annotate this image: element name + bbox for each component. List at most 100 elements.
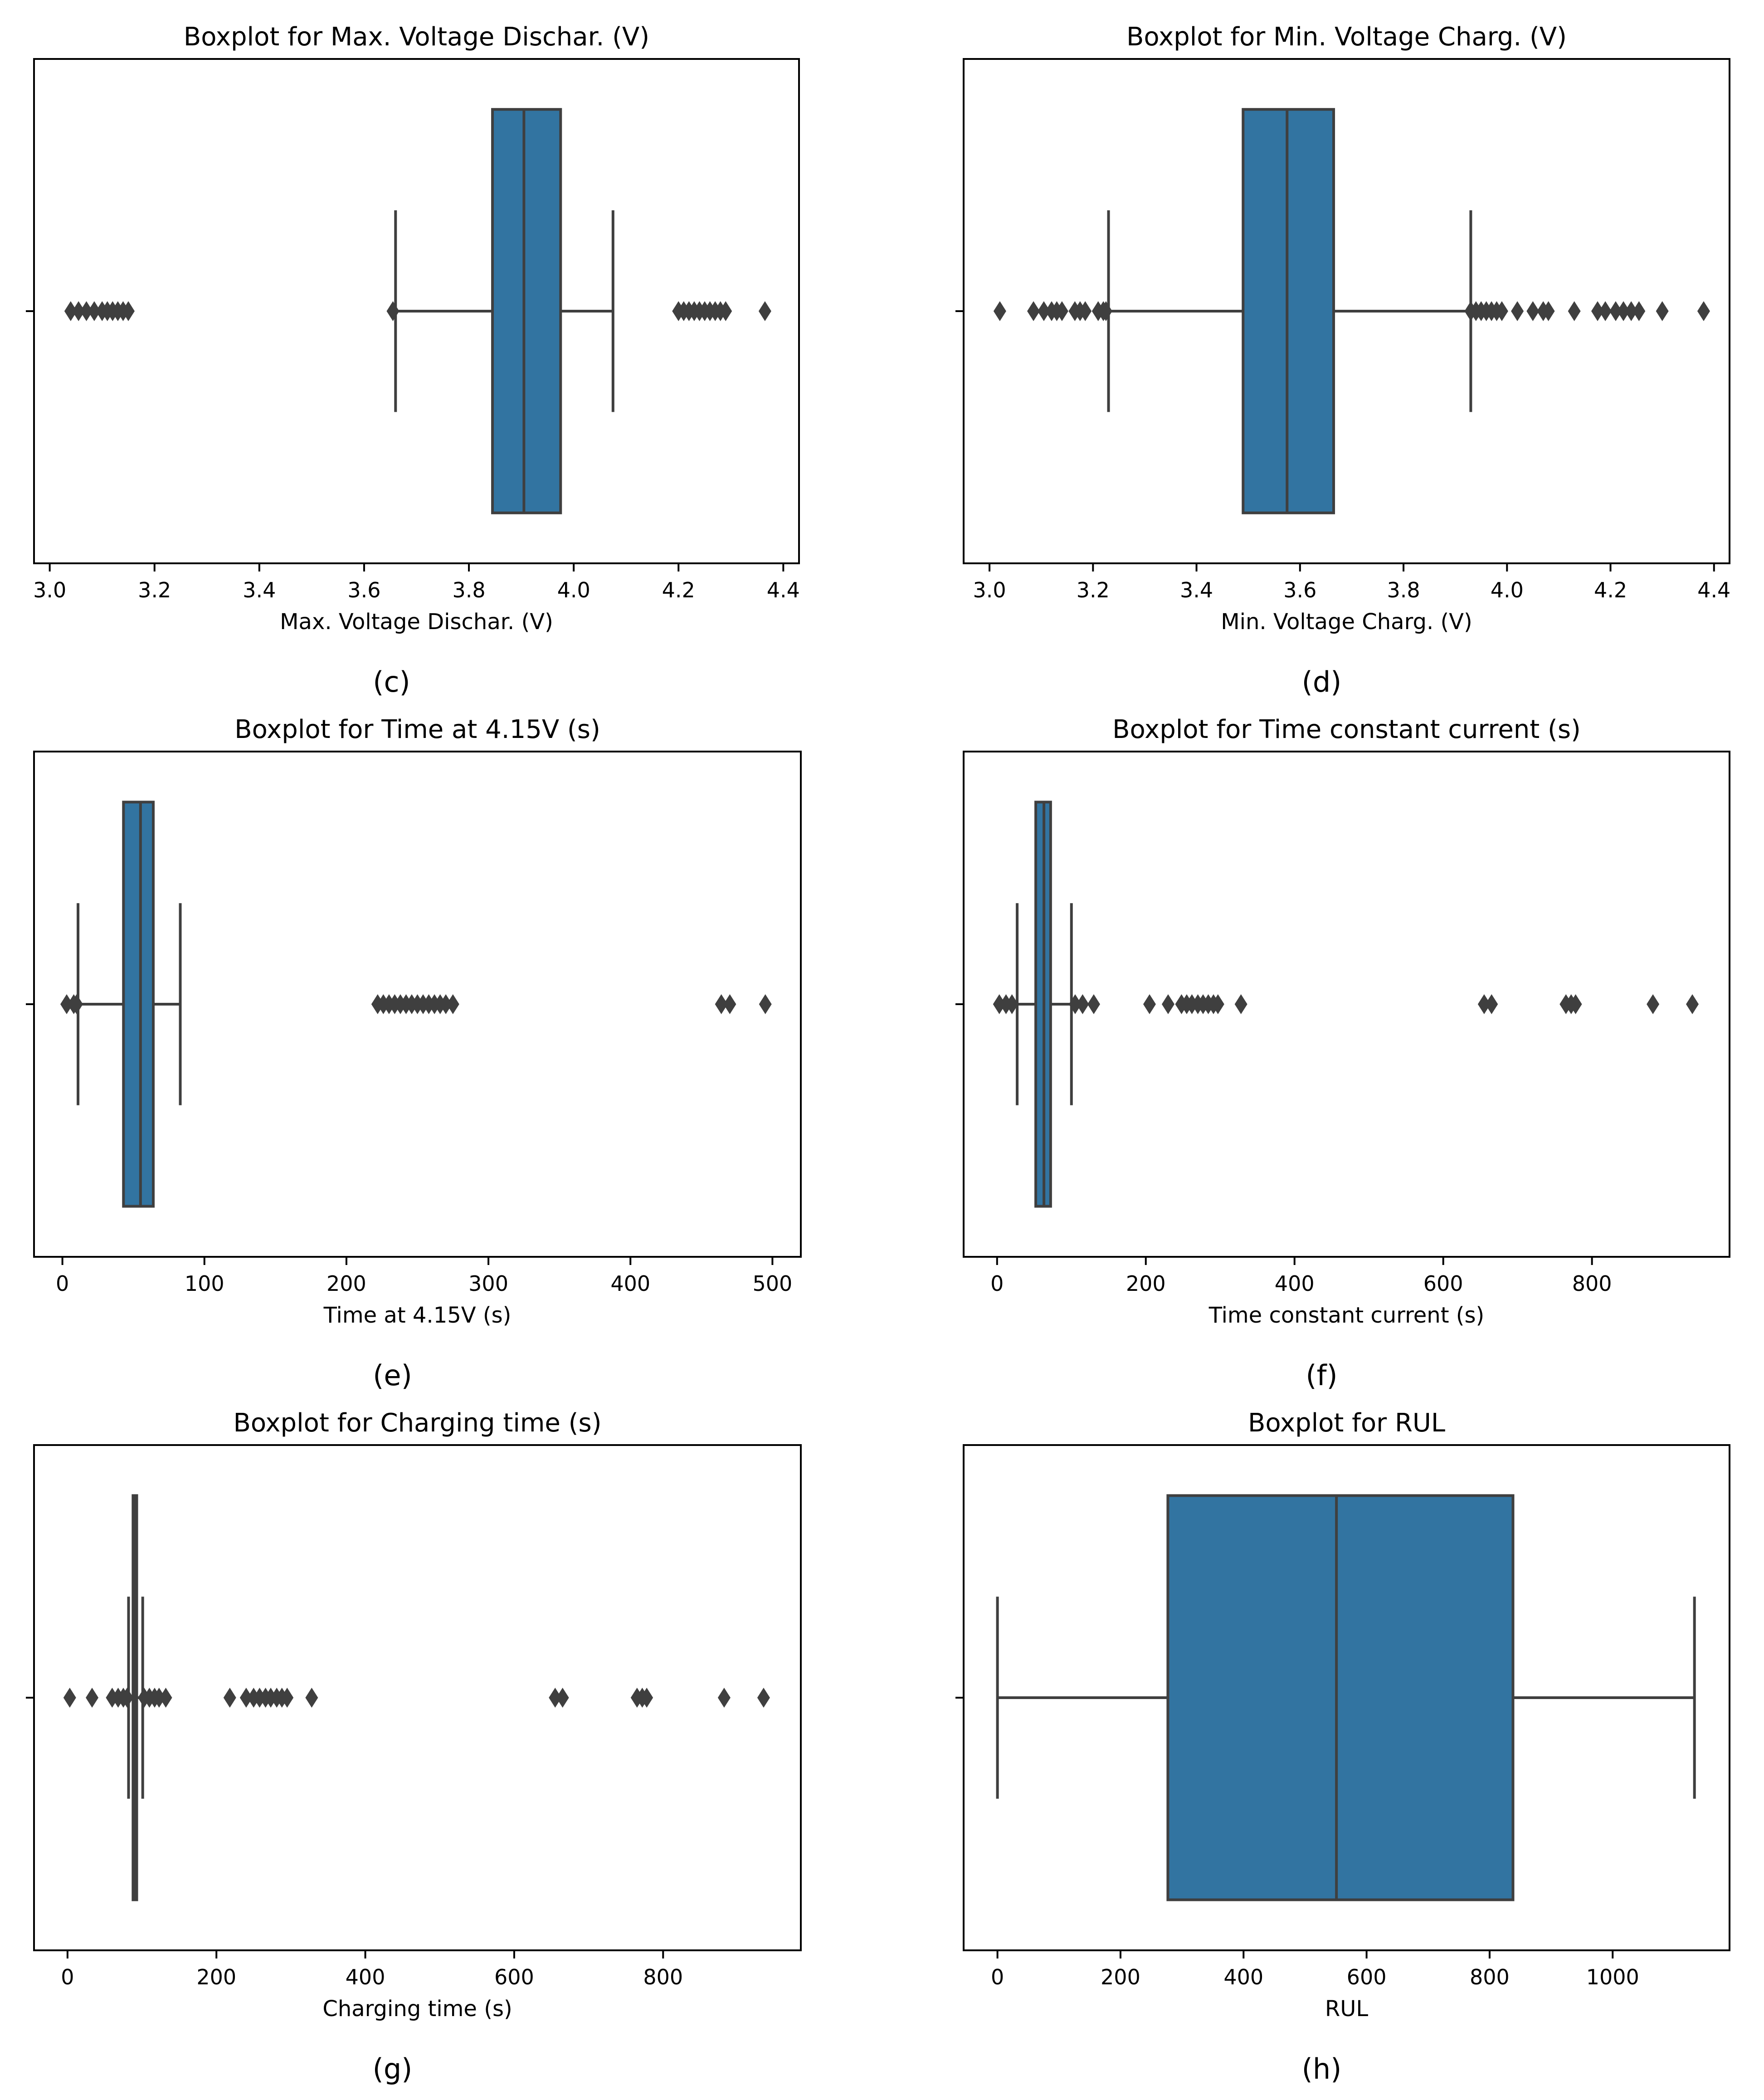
outlier-point — [60, 994, 73, 1014]
x-tick-label: 400 — [1275, 1271, 1315, 1296]
x-tick-label: 200 — [196, 1965, 236, 1989]
outlier-point — [1599, 301, 1612, 321]
outlier-point — [239, 1688, 253, 1708]
x-tick-label: 4.0 — [1491, 578, 1524, 602]
panel-label: (e) — [373, 1359, 412, 1392]
x-axis-label: RUL — [1325, 1996, 1368, 2022]
outlier-point — [1485, 994, 1498, 1014]
chart-title: Boxplot for RUL — [1248, 1408, 1445, 1438]
x-axis-label: Min. Voltage Charg. (V) — [1221, 609, 1472, 635]
outlier-point — [1591, 301, 1604, 321]
outlier-point — [1068, 994, 1082, 1014]
outlier-point — [723, 994, 736, 1014]
outlier-point — [1055, 301, 1068, 321]
outlier-point — [64, 301, 77, 321]
x-tick-label: 200 — [1101, 1965, 1140, 1989]
x-tick-label: 400 — [610, 1271, 650, 1296]
outlier-point — [439, 994, 453, 1014]
x-axis-label: Time at 4.15V (s) — [323, 1303, 512, 1328]
outlier-point — [1697, 301, 1710, 321]
outlier-point — [556, 1688, 569, 1708]
outlier-point — [88, 301, 101, 321]
x-tick-label: 3.4 — [243, 578, 276, 602]
outlier-point — [1037, 301, 1050, 321]
outlier-point — [715, 994, 728, 1014]
outlier-point — [1076, 994, 1089, 1014]
outlier-point — [1161, 994, 1174, 1014]
outlier-point — [1495, 301, 1508, 321]
x-tick-label: 600 — [1423, 1271, 1463, 1296]
panel-label: (g) — [373, 2052, 413, 2085]
panel-label: (c) — [373, 665, 410, 698]
x-tick-label: 3.6 — [347, 578, 380, 602]
chart-title: Boxplot for Time at 4.15V (s) — [234, 715, 600, 744]
chart-title: Boxplot for Charging time (s) — [233, 1408, 601, 1438]
chart-title: Boxplot for Min. Voltage Charg. (V) — [1126, 22, 1567, 52]
boxplot-panel-4: Boxplot for Time constant current (s) 0 20… — [955, 715, 1730, 1392]
chart-title: Boxplot for Max. Voltage Dischar. (V) — [184, 22, 649, 52]
outlier-point — [757, 1688, 770, 1708]
outlier-point — [1234, 994, 1247, 1014]
outlier-point — [80, 301, 93, 321]
x-tick-label: 3.0 — [33, 578, 66, 602]
boxplot-panel-5: Boxplot for Charging time (s) 0 200 400 600 8… — [26, 1408, 802, 2085]
outlier-point — [121, 1688, 134, 1708]
iqr-box — [491, 108, 562, 514]
outlier-point — [1511, 301, 1524, 321]
x-tick-label: 3.8 — [452, 578, 485, 602]
x-tick-label: 400 — [1223, 1965, 1263, 1989]
outlier-point — [1477, 994, 1491, 1014]
outlier-point — [719, 301, 732, 321]
chart-title: Boxplot for Time constant current (s) — [1112, 715, 1581, 744]
outlier-point — [1568, 301, 1581, 321]
boxplot-panel-2: Boxplot for Min. Voltage Charg. (V) 3.0 3.… — [955, 22, 1730, 698]
outlier-point — [1617, 301, 1630, 321]
outlier-point — [1569, 994, 1582, 1014]
outlier-point — [1609, 301, 1622, 321]
outlier-point — [1211, 994, 1224, 1014]
x-axis-label: Time constant current (s) — [1208, 1303, 1485, 1328]
outlier-point — [152, 1688, 166, 1708]
x-tick-label: 3.2 — [1077, 578, 1110, 602]
x-tick-label: 800 — [643, 1965, 683, 1989]
x-tick-label: 4.2 — [1594, 578, 1627, 602]
x-tick-label: 800 — [1572, 1271, 1612, 1296]
x-tick-label: 100 — [185, 1271, 224, 1296]
x-tick-label: 3.2 — [138, 578, 171, 602]
x-tick-label: 3.6 — [1283, 578, 1316, 602]
iqr-box — [122, 801, 155, 1208]
x-tick-label: 4.2 — [662, 578, 695, 602]
x-axis-label: Max. Voltage Dischar. (V) — [280, 609, 553, 635]
x-tick-label: 400 — [346, 1965, 385, 1989]
outlier-point — [1027, 301, 1040, 321]
x-tick-label: 0 — [56, 1271, 69, 1296]
outlier-point — [281, 1688, 294, 1708]
x-tick-label: 3.4 — [1180, 578, 1213, 602]
x-tick-label: 4.0 — [557, 578, 590, 602]
outlier-point — [386, 301, 400, 321]
x-tick-label: 300 — [468, 1271, 508, 1296]
x-tick-label: 4.4 — [767, 578, 800, 602]
x-tick-label: 1000 — [1586, 1965, 1639, 1989]
outlier-point — [993, 301, 1006, 321]
outlier-point — [1526, 301, 1540, 321]
panel-label: (h) — [1302, 2052, 1342, 2085]
x-tick-label: 500 — [752, 1271, 792, 1296]
outlier-point — [1686, 994, 1699, 1014]
x-tick-label: 200 — [1126, 1271, 1166, 1296]
panel-label: (f) — [1306, 1359, 1337, 1392]
outlier-point — [1632, 301, 1646, 321]
outlier-point — [63, 1688, 76, 1708]
x-tick-label: 0 — [990, 1271, 1004, 1296]
outlier-point — [759, 994, 772, 1014]
x-tick-label: 800 — [1470, 1965, 1510, 1989]
outlier-point — [1087, 994, 1100, 1014]
outlier-point — [223, 1688, 236, 1708]
boxplot-panel-3: Boxplot for Time at 4.15V (s) 0 100 200 300 4… — [26, 715, 802, 1392]
x-tick-label: 4.4 — [1697, 578, 1730, 602]
boxplot-panel-1: Boxplot for Max. Voltage Dischar. (V) 3.0… — [26, 22, 800, 698]
outlier-point — [86, 1688, 99, 1708]
outlier-point — [122, 301, 135, 321]
outlier-point — [70, 994, 83, 1014]
